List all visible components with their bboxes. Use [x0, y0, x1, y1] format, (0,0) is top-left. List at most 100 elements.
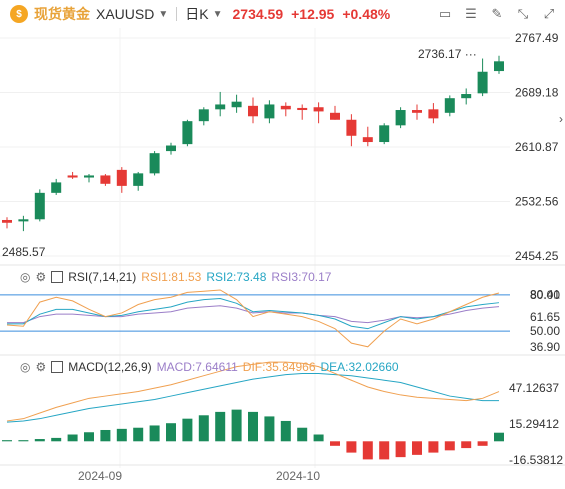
- macd-histogram-bar: [67, 434, 78, 442]
- dif-line: [6, 361, 500, 422]
- candle: [494, 55, 504, 74]
- candle-body: [166, 145, 176, 152]
- checkbox-icon[interactable]: [51, 361, 64, 373]
- candle: [67, 171, 78, 179]
- candle: [379, 123, 390, 145]
- checkbox-icon[interactable]: [51, 271, 64, 283]
- fullscreen-icon[interactable]: ⤢: [543, 6, 555, 21]
- candle: [166, 142, 176, 155]
- candle-body: [313, 107, 324, 112]
- candle: [428, 103, 439, 124]
- price-change: +12.95: [291, 6, 335, 22]
- candle: [477, 58, 488, 97]
- price-axis-tick: 2767.49: [515, 31, 559, 45]
- candle-body: [346, 119, 357, 136]
- macd-histogram-bar: [51, 437, 62, 442]
- macd-histogram-bar: [2, 440, 12, 442]
- candle: [215, 91, 226, 117]
- macd-label: MACD(12,26,9): [68, 360, 152, 374]
- candle-body: [2, 219, 12, 223]
- rsi1-value: RSI1:81.53: [141, 270, 202, 284]
- candle-body: [51, 182, 62, 193]
- candle-body: [330, 112, 340, 120]
- macd-histogram-bar: [412, 441, 422, 455]
- price-axis-tick: 2610.87: [515, 140, 559, 154]
- candle-body: [149, 153, 160, 174]
- dea-line: [6, 372, 499, 423]
- candle-body: [182, 121, 193, 145]
- rsi3-value: RSI3:70.17: [271, 270, 332, 284]
- rsi3-line: [7, 305, 500, 324]
- macd-histogram-bar: [362, 441, 373, 460]
- visibility-icon[interactable]: ◎: [20, 360, 31, 374]
- toolbar: ▭ ☰ ✎ ⤡ ⤢: [435, 4, 559, 24]
- macd-histogram-bar: [264, 416, 275, 442]
- candle: [444, 95, 455, 117]
- visibility-icon[interactable]: ◎: [20, 270, 31, 284]
- last-price: 2734.59: [232, 6, 284, 22]
- candle-body: [67, 175, 78, 178]
- candle: [51, 178, 62, 195]
- macd-histogram-bar: [280, 420, 291, 442]
- date-axis-label: 2024-09: [78, 469, 122, 483]
- macd-histogram-bar: [133, 427, 144, 442]
- candle: [346, 114, 357, 147]
- macd-histogram-bar: [84, 432, 94, 442]
- candle: [182, 119, 193, 147]
- price-axis-tick: 2532.56: [515, 195, 559, 209]
- screenshot-icon[interactable]: ▭: [438, 6, 452, 21]
- candle-body: [494, 61, 504, 72]
- settings-icon[interactable]: ⚙: [35, 270, 47, 284]
- instrument-name[interactable]: 现货黄金: [34, 6, 90, 22]
- candle-body: [280, 105, 291, 110]
- price-axis-tick: 2454.25: [515, 249, 559, 263]
- rsi-axis-tick: 50.00: [530, 324, 560, 338]
- settings-icon[interactable]: ⚙: [35, 360, 47, 374]
- candle-body: [231, 101, 242, 108]
- candle: [313, 102, 324, 124]
- chevron-down-icon[interactable]: ▼: [212, 8, 223, 20]
- candle-body: [362, 137, 373, 143]
- gold-coin-icon: $: [10, 5, 28, 23]
- draw-icon[interactable]: ✎: [491, 6, 503, 21]
- period-selector[interactable]: 日K: [185, 6, 209, 22]
- candle: [84, 174, 94, 183]
- rsi-axis-tick: 61.65: [530, 310, 560, 324]
- candle-body: [395, 110, 406, 126]
- price-axis-tick: 2689.18: [515, 86, 559, 100]
- dea-value: DEA:32.02660: [320, 360, 399, 374]
- instrument-symbol[interactable]: XAUUSD: [96, 6, 155, 22]
- candle-body: [412, 110, 422, 113]
- macd-legend: ◎ ⚙ MACD(12,26,9) MACD:7.64611 DIF:35.84…: [20, 360, 399, 374]
- macd-histogram-bar: [198, 415, 209, 442]
- macd-histogram-bar: [248, 411, 258, 442]
- macd-histogram-bar: [100, 429, 111, 442]
- candle: [2, 217, 12, 229]
- macd-histogram-bar: [346, 441, 357, 453]
- candle: [18, 215, 29, 232]
- dif-value: DIF:35.84966: [242, 360, 316, 374]
- rsi2-value: RSI2:73.48: [206, 270, 267, 284]
- candle: [198, 107, 209, 126]
- settings-icon[interactable]: ☰: [465, 6, 477, 21]
- chevron-down-icon[interactable]: ▼: [158, 8, 169, 20]
- low-price-label: 2485.57: [2, 245, 46, 259]
- macd-histogram-bar: [18, 440, 29, 442]
- macd-histogram-bar: [461, 441, 472, 449]
- macd-value: MACD:7.64611: [156, 360, 238, 374]
- chart-header: $ 现货黄金 XAUUSD ▼ 日K ▼ 2734.59 +12.95 +0.4…: [0, 0, 565, 28]
- candle: [461, 88, 472, 105]
- macd-histogram-bar: [379, 441, 390, 460]
- candle-body: [477, 71, 488, 94]
- candle: [264, 100, 275, 124]
- chart-canvas[interactable]: 2767.49 2689.18 2610.87 2532.56 2454.25 2736…: [0, 28, 565, 489]
- drawing-tools-icon[interactable]: ⤡: [517, 6, 529, 21]
- candle: [149, 151, 160, 176]
- rsi-axis-tick: 80.00: [530, 288, 560, 302]
- rsi-legend: ◎ ⚙ RSI(7,14,21) RSI1:81.53 RSI2:73.48 R…: [20, 270, 331, 284]
- macd-axis-tick: 15.29412: [509, 417, 559, 431]
- chevron-right-icon[interactable]: ›: [559, 112, 563, 126]
- price-change-pct: +0.48%: [342, 6, 391, 22]
- candle: [116, 167, 127, 193]
- candle-body: [444, 98, 455, 113]
